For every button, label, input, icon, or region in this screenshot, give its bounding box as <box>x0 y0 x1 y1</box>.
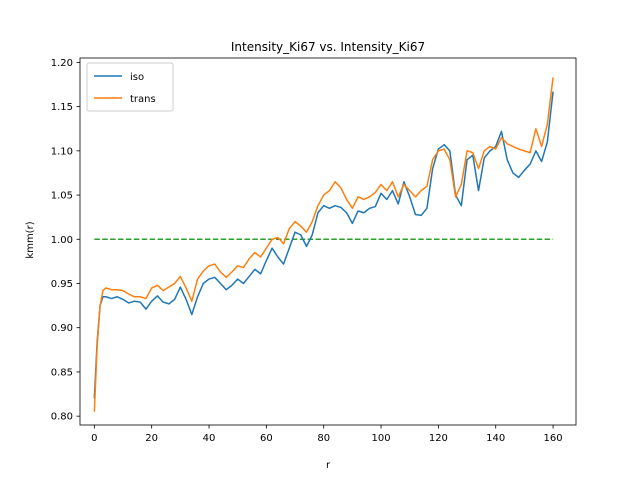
axes-frame <box>79 57 577 426</box>
x-tick-label: 160 <box>544 433 563 444</box>
legend-label-iso: iso <box>130 72 144 83</box>
y-tick-label: 0.85 <box>51 367 73 378</box>
chart-title: Intensity_Ki67 vs. Intensity_Ki67 <box>231 40 425 54</box>
x-tick-label: 0 <box>91 433 97 444</box>
y-tick-label: 1.20 <box>51 58 73 69</box>
y-tick-label: 1.15 <box>51 102 73 113</box>
series-line-trans <box>93 77 554 412</box>
y-tick-label: 1.10 <box>51 146 73 157</box>
y-tick-label: 1.00 <box>51 235 73 246</box>
y-tick-label: 1.05 <box>51 191 73 202</box>
legend: iso trans <box>86 62 174 112</box>
x-tick-label: 100 <box>371 433 390 444</box>
x-tick-label: 120 <box>429 433 448 444</box>
legend-box <box>86 62 174 112</box>
y-axis-label: kmm(r) <box>25 221 36 258</box>
x-tick-label: 20 <box>145 433 158 444</box>
x-axis-ticks: 0 20 40 60 80 100 120 140 160 <box>91 425 563 444</box>
y-tick-label: 0.95 <box>51 279 73 290</box>
x-tick-label: 140 <box>486 433 505 444</box>
y-axis-ticks: 0.80 0.85 0.90 0.95 1.00 1.05 1.10 1.15 1.20 <box>51 58 80 423</box>
x-tick-label: 60 <box>260 433 273 444</box>
x-tick-label: 80 <box>317 433 330 444</box>
plot-area <box>79 57 577 426</box>
x-tick-label: 40 <box>203 433 216 444</box>
legend-label-trans: trans <box>130 94 156 105</box>
x-axis-label: r <box>326 460 331 471</box>
y-tick-label: 0.80 <box>51 412 73 423</box>
series-line-iso <box>93 91 554 399</box>
y-tick-label: 0.90 <box>51 323 73 334</box>
